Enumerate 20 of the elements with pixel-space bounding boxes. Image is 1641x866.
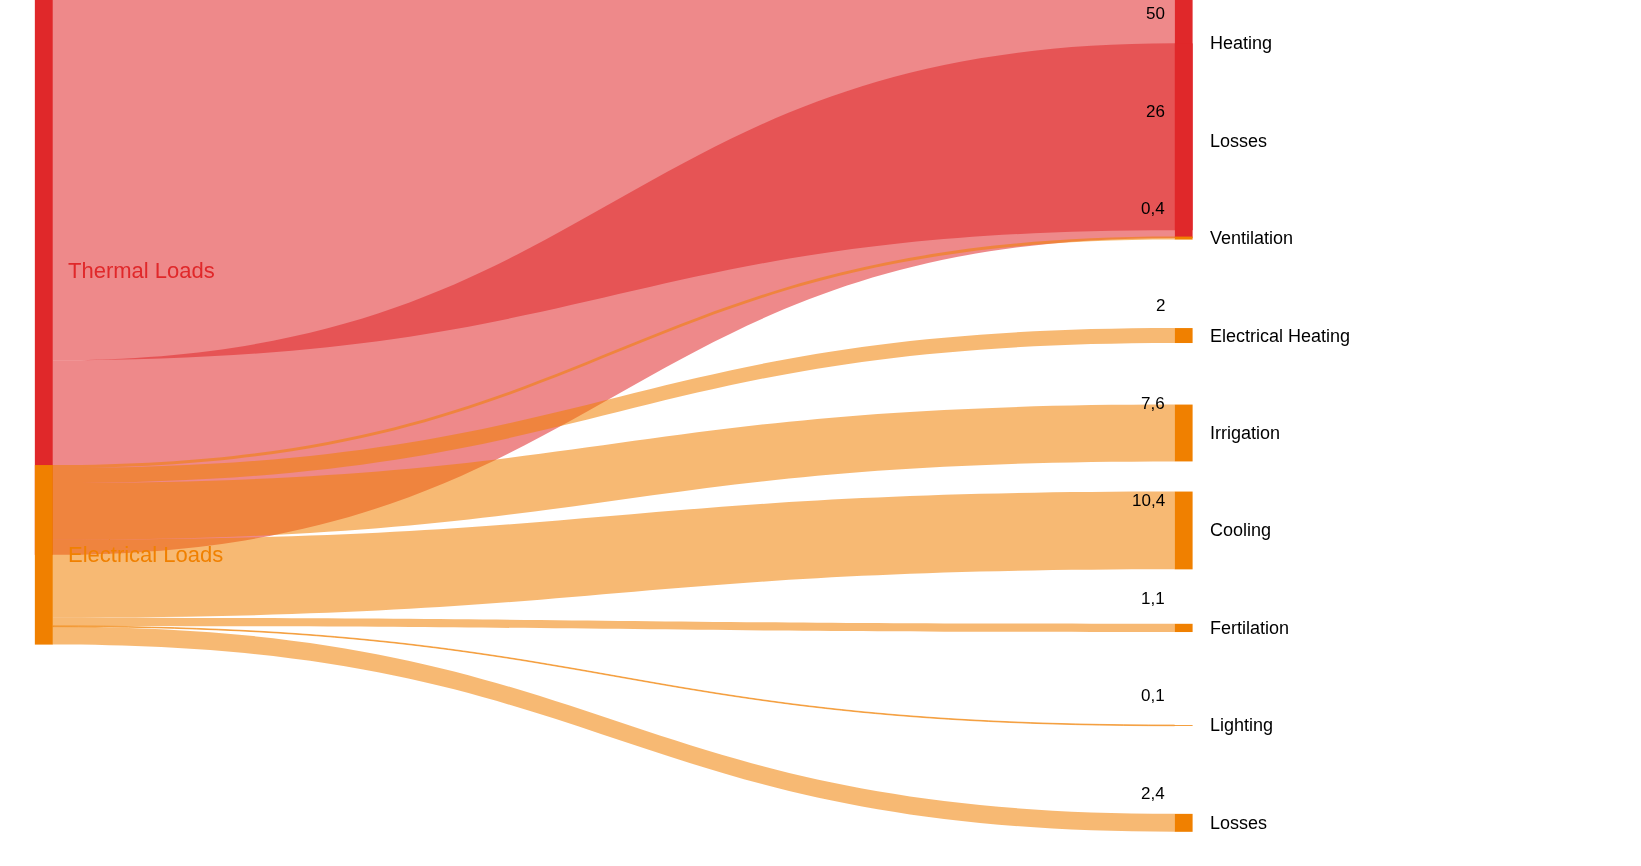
data-label: 0,4 (1141, 199, 1165, 218)
category-label: Irrigation (1210, 423, 1281, 443)
data-label: 10,4 (1132, 491, 1166, 510)
data-label: 1,1 (1141, 589, 1165, 608)
category-label: Cooling (1210, 520, 1272, 540)
category-label: Ventilation (1210, 228, 1294, 248)
series-label: Electrical Loads (68, 542, 224, 567)
data-label: 26 (1146, 102, 1165, 121)
data-label: 2,4 (1141, 784, 1165, 803)
category-label: Lighting (1210, 715, 1274, 735)
category-label: Heating (1210, 33, 1273, 53)
category-label: Electrical Heating (1210, 326, 1351, 346)
category-label: Losses (1210, 813, 1268, 833)
category-label: Losses (1210, 131, 1268, 151)
category-label: Fertilation (1210, 618, 1290, 638)
series-label: Thermal Loads (68, 258, 215, 283)
data-label: 2 (1156, 296, 1166, 315)
data-label: 50 (1146, 4, 1165, 23)
data-label: 0,1 (1141, 686, 1165, 705)
data-label: 7,6 (1141, 394, 1165, 413)
